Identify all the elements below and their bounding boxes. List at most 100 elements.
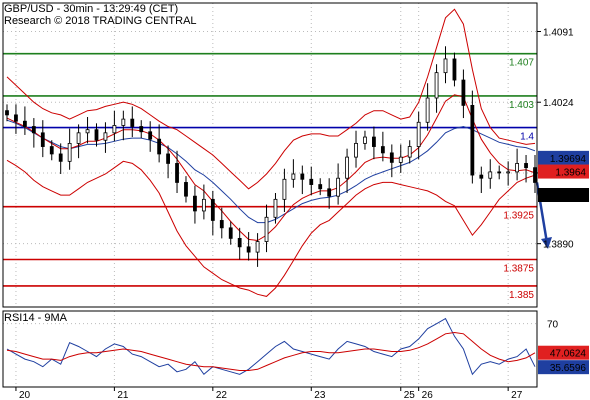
candle-body bbox=[237, 237, 242, 248]
x-tick-label: 21 bbox=[117, 390, 129, 400]
candle-body bbox=[524, 163, 528, 169]
candle-body bbox=[228, 227, 233, 239]
candle-body bbox=[264, 216, 269, 242]
x-tick-label: 25 bbox=[404, 390, 416, 400]
candles-layer bbox=[5, 46, 537, 267]
candle-body bbox=[246, 246, 251, 253]
moving-average-line bbox=[6, 94, 536, 242]
candle-body bbox=[479, 174, 484, 179]
candle-body bbox=[14, 114, 18, 122]
price-panel-frame bbox=[2, 2, 538, 308]
candle-body bbox=[443, 58, 448, 74]
candle-body bbox=[309, 178, 314, 185]
candle-body bbox=[148, 131, 153, 140]
candle-body bbox=[282, 178, 287, 200]
rsi-series-line bbox=[6, 331, 536, 371]
candle-body bbox=[470, 104, 475, 176]
candle-body bbox=[273, 198, 278, 218]
candle-body bbox=[193, 195, 197, 212]
y-tick-label: 1.3890 bbox=[543, 240, 574, 251]
chart-title: GBP/USD - 30min - 13:29:49 (CET) bbox=[4, 3, 178, 15]
series-layer bbox=[6, 94, 536, 376]
candle-body bbox=[372, 136, 376, 147]
candle-body bbox=[201, 198, 206, 212]
candle-body bbox=[506, 171, 511, 174]
level-label: 1.3925 bbox=[503, 211, 534, 222]
y-tick-label: 1.4024 bbox=[543, 98, 574, 109]
band-lower-line bbox=[6, 159, 536, 297]
candle-body bbox=[112, 125, 117, 134]
candle-body bbox=[94, 129, 99, 141]
candle-body bbox=[40, 132, 45, 147]
x-tick-label: 22 bbox=[216, 390, 228, 400]
candle-body bbox=[31, 126, 36, 134]
candle-body bbox=[345, 156, 349, 179]
candle-body bbox=[425, 97, 430, 123]
price-badge-label: 1.3938 bbox=[555, 191, 586, 202]
candle-body bbox=[488, 171, 493, 179]
level-lines-layer: 1.407 1.403 1.4 1.3925 1.3875 1.385 bbox=[3, 52, 537, 301]
level-label: 1.407 bbox=[509, 58, 534, 69]
y-tick-label: 1.4091 bbox=[543, 28, 574, 39]
rsi-badge-label: 35.6596 bbox=[550, 363, 587, 374]
candle-body bbox=[22, 120, 27, 127]
candle-body bbox=[76, 132, 81, 144]
rsi-badge-box bbox=[538, 360, 589, 375]
candle-body bbox=[139, 126, 144, 133]
candle-body bbox=[103, 132, 108, 141]
candle-body bbox=[175, 163, 179, 183]
candle-body bbox=[497, 171, 502, 174]
candle-body bbox=[166, 153, 170, 164]
level-label: 1.3875 bbox=[503, 264, 534, 275]
candle-body bbox=[291, 173, 296, 180]
price-badge-box bbox=[538, 188, 589, 202]
candle-body bbox=[336, 177, 341, 197]
candle-body bbox=[157, 138, 162, 155]
rsi-badge-label: 47.0624 bbox=[550, 349, 587, 360]
price-badge-label: 1.3964 bbox=[555, 168, 586, 179]
candle-body bbox=[49, 146, 54, 155]
candle-body bbox=[515, 163, 520, 173]
price-badge-label: 1.39694 bbox=[550, 154, 587, 165]
price-badge-box bbox=[538, 164, 589, 179]
candle-body bbox=[130, 118, 135, 127]
band-upper-line bbox=[6, 8, 536, 190]
candle-body bbox=[219, 220, 224, 229]
chart-subtitle: Research © 2018 TRADING CENTRAL bbox=[4, 15, 197, 27]
level-label: 1.4 bbox=[520, 132, 534, 143]
forecast-arrow-head bbox=[541, 236, 552, 249]
candle-body bbox=[354, 142, 358, 158]
level-label: 1.385 bbox=[509, 290, 534, 301]
band-layer bbox=[6, 8, 536, 297]
frame-layer bbox=[2, 2, 538, 388]
candle-body bbox=[389, 152, 394, 163]
rsi-y-tick-label: 70 bbox=[547, 320, 559, 331]
grid-layer bbox=[3, 3, 537, 387]
candle-body bbox=[363, 136, 367, 144]
candle-body bbox=[67, 142, 72, 162]
rsi-series-line bbox=[6, 317, 536, 376]
candle-body bbox=[407, 146, 412, 158]
candle-body bbox=[380, 146, 385, 154]
candle-body bbox=[58, 153, 63, 162]
candle-body bbox=[461, 79, 466, 106]
candle-body bbox=[255, 241, 260, 253]
candle-body bbox=[121, 118, 126, 126]
candle-body bbox=[416, 121, 421, 147]
rsi-panel-title: RSI14 - 9MA bbox=[4, 312, 68, 324]
price-badge-box bbox=[538, 150, 589, 165]
x-tick-label: 20 bbox=[19, 390, 31, 400]
candle-body bbox=[327, 188, 332, 197]
badges-layer: 1.39694 1.3964 1.3938 47.0624 35.6596 bbox=[538, 150, 589, 375]
candle-body bbox=[318, 184, 323, 190]
candle-body bbox=[300, 173, 305, 180]
candle-body bbox=[398, 156, 403, 163]
candle-body bbox=[5, 110, 9, 116]
candle-body bbox=[184, 182, 188, 197]
candle-body bbox=[452, 58, 457, 81]
candle-body bbox=[434, 72, 439, 99]
x-tick-label: 27 bbox=[511, 390, 523, 400]
